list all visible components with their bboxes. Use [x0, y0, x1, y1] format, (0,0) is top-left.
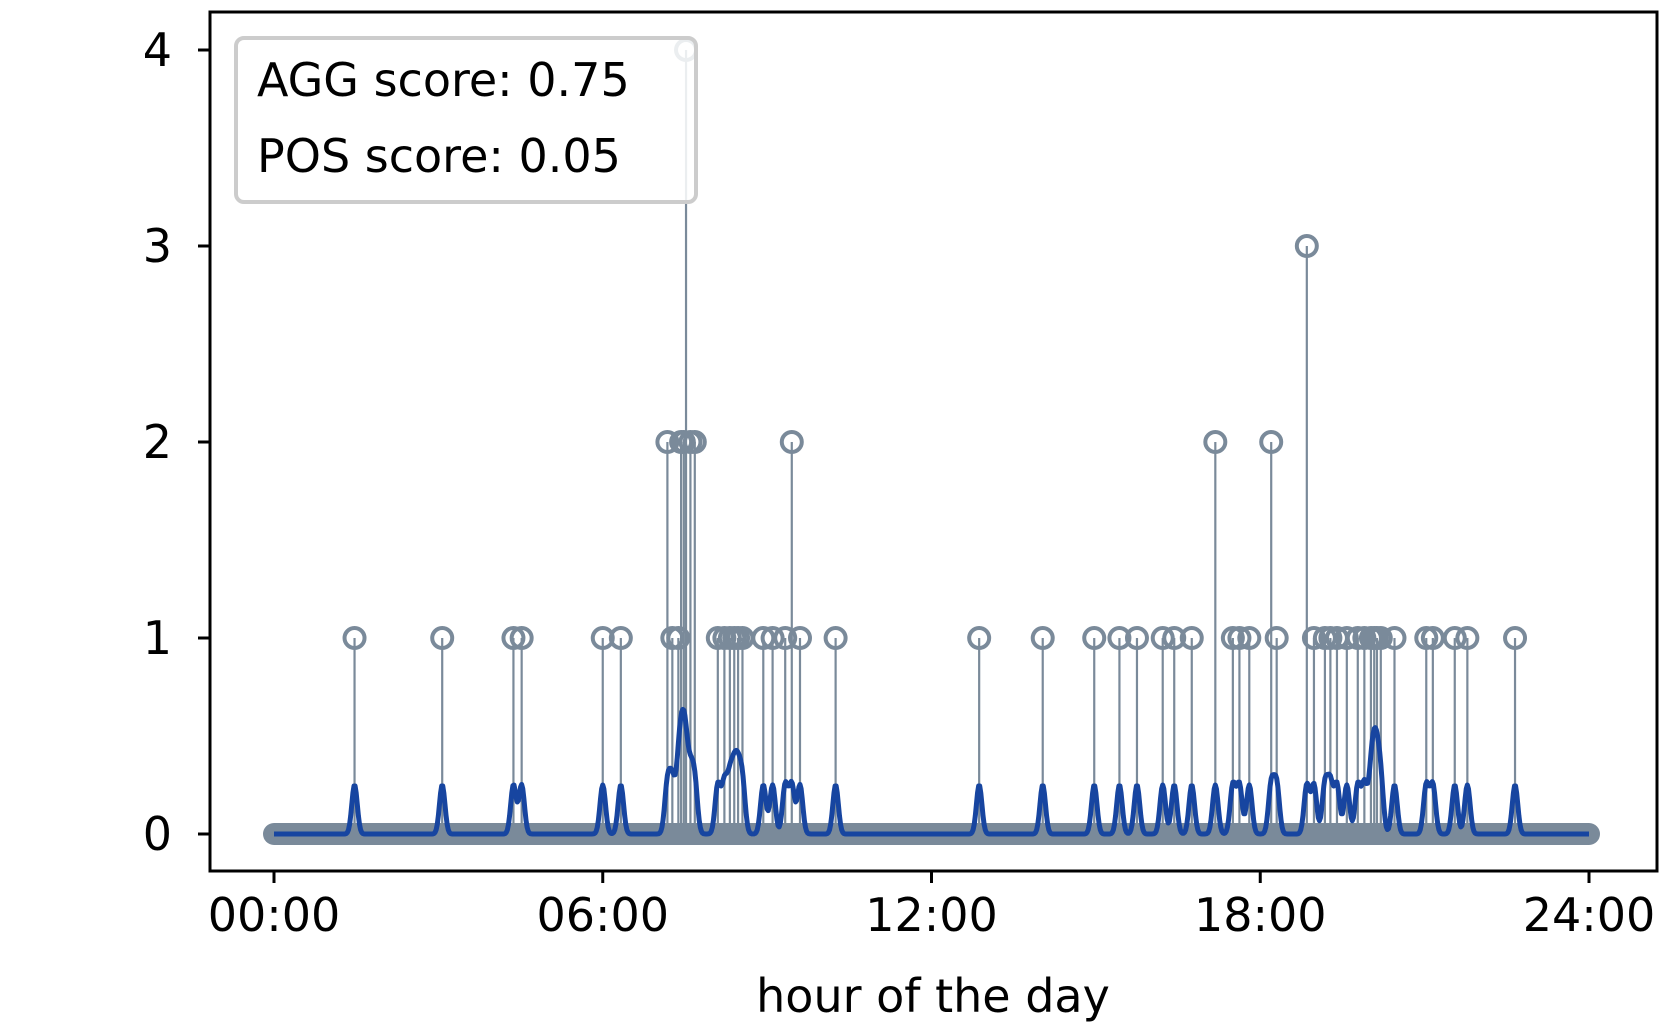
smoothed-activity-line — [272, 706, 1591, 837]
event-marker — [509, 626, 534, 650]
y-tick-label: 3 — [143, 219, 172, 273]
legend-entry-pos-score: POS score: 0.05 — [257, 129, 621, 183]
event-marker — [1237, 626, 1262, 650]
event-marker — [682, 430, 707, 454]
event-marker — [773, 626, 798, 650]
event-marker — [1030, 626, 1055, 650]
legend-box — [234, 36, 698, 204]
event-marker — [666, 626, 691, 650]
event-marker — [608, 626, 633, 650]
event-marker — [1082, 626, 1107, 650]
event-marker — [760, 626, 785, 650]
y-tick-label: 0 — [143, 807, 172, 861]
y-tick-label: 4 — [143, 23, 172, 77]
x-axis-label: hour of the day — [756, 969, 1110, 1023]
event-marker — [967, 626, 992, 650]
y-tick-label: 2 — [143, 415, 172, 469]
event-marker — [1442, 626, 1467, 650]
event-marker — [1503, 626, 1528, 650]
event-marker — [1150, 626, 1175, 650]
event-marker — [1455, 626, 1480, 650]
event-marker — [342, 626, 367, 650]
x-tick-label: 00:00 — [208, 888, 341, 942]
event-marker — [1179, 626, 1204, 650]
event-marker — [501, 626, 526, 650]
tick-labels: 00:00 06:00 12:00 18:00 24:00 0 1 2 3 4 — [143, 23, 1656, 942]
event-marker — [655, 430, 680, 454]
event-marker — [1264, 626, 1289, 650]
legend: AGG score: 0.75 POS score: 0.05 — [234, 36, 698, 204]
event-marker — [1294, 234, 1319, 258]
event-marker — [779, 430, 804, 454]
event-marker — [1203, 430, 1228, 454]
event-marker — [1382, 626, 1407, 650]
event-marker — [1259, 430, 1284, 454]
legend-entry-agg-score: AGG score: 0.75 — [257, 53, 630, 107]
event-marker — [1107, 626, 1132, 650]
event-marker — [1368, 626, 1393, 650]
event-stems — [342, 38, 1528, 834]
event-marker — [430, 626, 455, 650]
x-tick-label: 06:00 — [536, 888, 669, 942]
event-marker — [788, 626, 812, 650]
event-marker — [1162, 626, 1187, 650]
x-tick-label: 24:00 — [1523, 888, 1656, 942]
smoothed-line — [272, 706, 1591, 837]
x-tick-label: 12:00 — [865, 888, 998, 942]
x-tick-label: 18:00 — [1194, 888, 1327, 942]
event-marker — [823, 626, 848, 650]
y-tick-label: 1 — [143, 611, 172, 665]
event-marker — [1124, 626, 1149, 650]
